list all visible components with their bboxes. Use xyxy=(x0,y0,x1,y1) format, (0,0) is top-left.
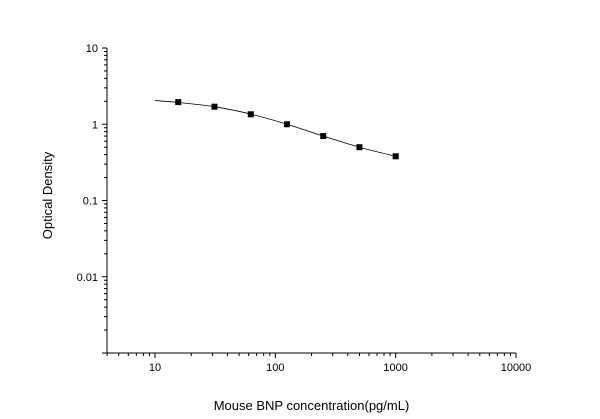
y-axis-title: Optical Density xyxy=(40,151,55,239)
y-tick-label: 10 xyxy=(86,43,98,55)
data-point xyxy=(320,133,327,140)
y-tick-label: 1 xyxy=(92,119,98,131)
x-tick-label: 10000 xyxy=(501,362,532,374)
x-tick-label: 1000 xyxy=(383,362,407,374)
x-tick-label: 100 xyxy=(266,362,284,374)
y-ticks xyxy=(102,47,107,354)
data-point xyxy=(211,103,218,110)
data-point xyxy=(175,99,182,106)
y-tick-labels: 10 1 0.1 0.01 xyxy=(77,43,98,284)
x-tick-labels: 10 100 1000 10000 xyxy=(149,362,531,374)
data-point xyxy=(283,121,290,128)
x-axis-title: Mouse BNP concentration(pg/mL) xyxy=(214,398,410,413)
data-point xyxy=(247,111,254,118)
data-points xyxy=(175,99,399,160)
y-tick-label: 0.1 xyxy=(83,196,98,208)
axes xyxy=(106,48,516,354)
data-point xyxy=(392,153,399,160)
x-tick-label: 10 xyxy=(149,362,161,374)
data-point xyxy=(356,144,363,151)
y-tick-label: 0.01 xyxy=(77,272,98,284)
x-ticks xyxy=(106,353,517,358)
